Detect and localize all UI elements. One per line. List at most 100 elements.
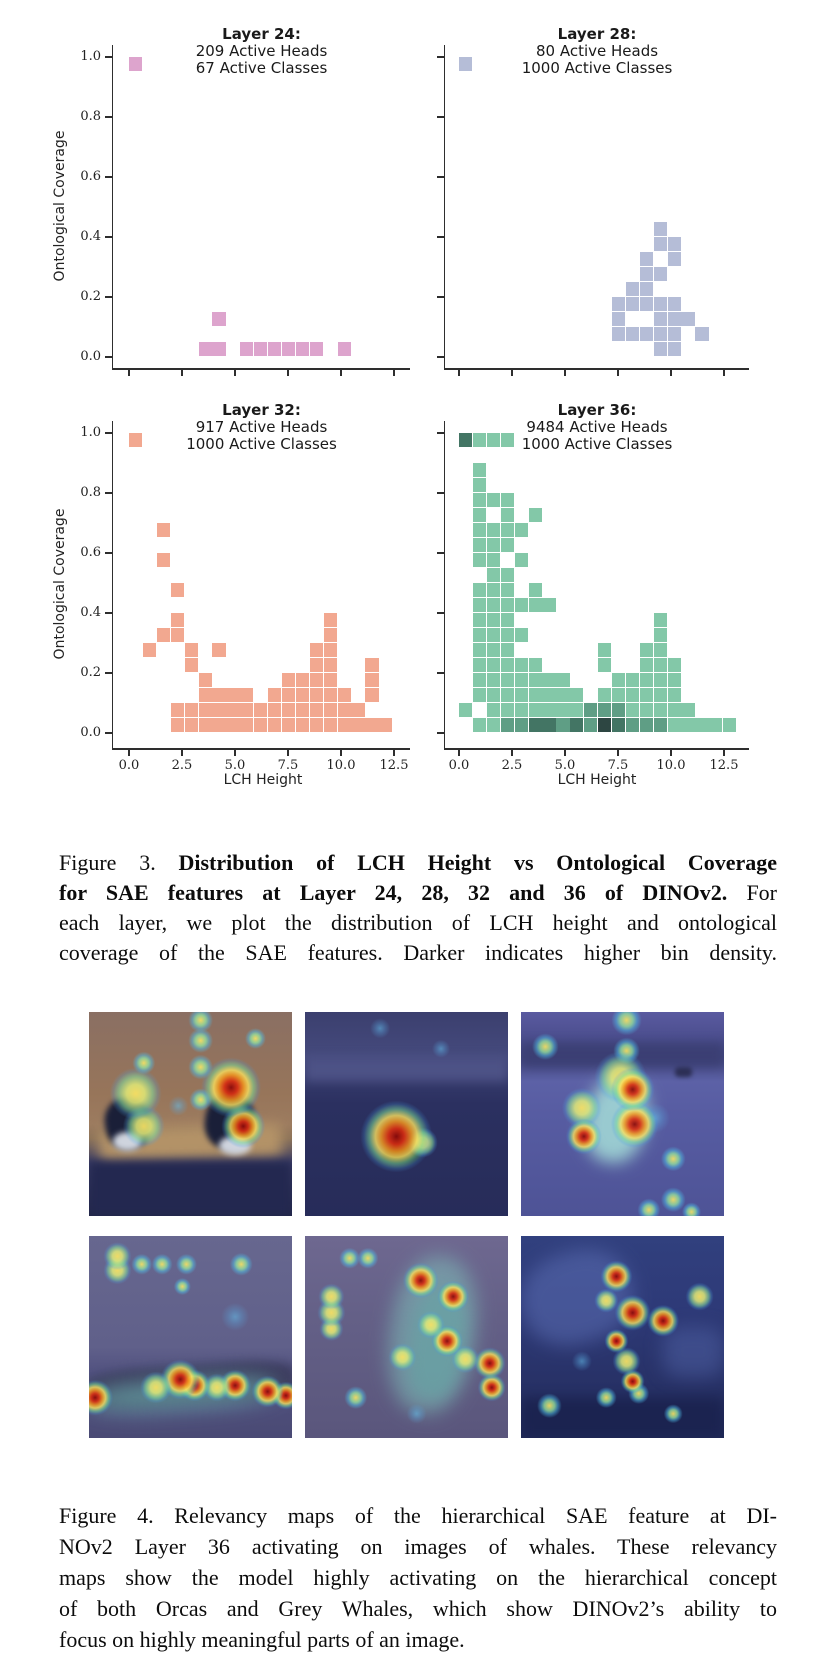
histogram-bin: [170, 703, 184, 718]
relevancy-map-orca-swimming-sea: [305, 1012, 508, 1216]
histogram-bin: [254, 718, 268, 733]
histogram-bin: [281, 688, 296, 703]
x-tick-label: 5.0: [554, 758, 576, 773]
x-tick-mark: [287, 749, 289, 756]
histogram-bin: [625, 327, 640, 342]
figure3-histogram-panel: Layer 24: 209 Active Heads 67 Active Cla…: [0, 0, 823, 800]
histogram-bin: [528, 718, 542, 733]
histogram-bin: [240, 688, 254, 703]
histogram-bin: [709, 718, 723, 733]
chart-title-layer-24: Layer 24: 209 Active Heads 67 Active Cla…: [113, 26, 410, 77]
histogram-bin: [611, 327, 626, 342]
histogram-bin: [323, 628, 337, 643]
scene-patch: [382, 1146, 419, 1163]
histogram-bin: [500, 493, 514, 508]
histogram-bin: [472, 433, 487, 448]
histogram-bin: [528, 673, 542, 688]
histogram-bin: [323, 718, 337, 733]
histogram-bin: [528, 658, 542, 673]
histogram-bin: [472, 688, 487, 703]
scene-patch: [521, 1397, 724, 1438]
y-tick-mark: [105, 176, 112, 178]
histogram-bin: [472, 508, 487, 523]
histogram-bin: [170, 613, 184, 628]
histogram-bin: [611, 688, 626, 703]
y-axis-label-top: Ontological Coverage: [52, 130, 68, 282]
figure4-caption: Figure 4. Relevancy maps of the hierarch…: [59, 1500, 777, 1655]
histogram-bin: [570, 718, 584, 733]
x-tick-label: 7.5: [277, 758, 299, 773]
y-tick-mark: [437, 432, 444, 434]
histogram-bin: [653, 628, 667, 643]
histogram-bin: [653, 312, 667, 327]
histogram-bin: [212, 643, 226, 658]
y-tick-mark: [437, 612, 444, 614]
histogram-bin: [486, 658, 501, 673]
histogram-bin: [365, 688, 379, 703]
histogram-bin: [486, 568, 501, 583]
histogram-bin: [514, 598, 528, 613]
y-tick-label: 0.0: [80, 349, 101, 364]
chart-title-line3: 67 Active Classes: [195, 59, 328, 77]
histogram-bin: [653, 703, 667, 718]
x-axis-spine: [443, 748, 749, 750]
histogram-bin: [639, 643, 653, 658]
histogram-bin: [472, 598, 487, 613]
histogram-bin: [500, 718, 514, 733]
histogram-bin: [667, 703, 681, 718]
histogram-bin: [323, 673, 337, 688]
histogram-bin: [611, 312, 626, 327]
chart-title-layer-28: Layer 28: 80 Active Heads 1000 Active Cl…: [445, 26, 749, 77]
y-tick-mark: [105, 732, 112, 734]
histogram-bin: [486, 553, 501, 568]
histogram-bin: [184, 703, 198, 718]
histogram-bin: [281, 342, 296, 357]
histogram-bin: [309, 688, 323, 703]
histogram-bin: [198, 688, 212, 703]
caption-line: focus on highly meaningful parts of an i…: [59, 1627, 465, 1652]
x-tick-mark: [234, 369, 236, 376]
histogram-bin: [226, 703, 240, 718]
histogram-bin: [542, 688, 556, 703]
y-tick-mark: [437, 732, 444, 734]
histogram-bin: [337, 688, 351, 703]
histogram-bin: [472, 613, 487, 628]
histogram-bin: [598, 718, 612, 733]
histogram-bin: [542, 598, 556, 613]
x-tick-mark: [723, 369, 725, 376]
histogram-bin: [653, 658, 667, 673]
figure4-relevancy-grid: [0, 1000, 823, 1450]
histogram-bin: [295, 342, 310, 357]
histogram-bin: [365, 673, 379, 688]
histogram-bin: [212, 342, 226, 357]
x-tick-mark: [564, 369, 566, 376]
histogram-bin: [486, 703, 501, 718]
histogram-bin: [653, 222, 667, 237]
histogram-bin: [472, 553, 487, 568]
histogram-bin: [528, 583, 542, 598]
histogram-bin: [625, 718, 640, 733]
x-tick-mark: [128, 749, 130, 756]
histogram-bin: [295, 688, 310, 703]
histogram-bin: [667, 673, 681, 688]
histogram-bin: [500, 658, 514, 673]
histogram-bin: [500, 703, 514, 718]
histogram-bin: [254, 342, 268, 357]
heatmap-overlay: [89, 1236, 292, 1438]
histogram-bin: [486, 538, 501, 553]
heatmap-overlay: [521, 1012, 724, 1216]
histogram-bin: [129, 433, 143, 448]
x-axis-label-right: LCH Height: [557, 772, 637, 788]
histogram-bin: [486, 493, 501, 508]
x-tick-mark: [617, 369, 619, 376]
histogram-bin: [170, 628, 184, 643]
histogram-bin: [472, 718, 487, 733]
histogram-bin: [226, 718, 240, 733]
histogram-bin: [170, 718, 184, 733]
relevancy-map-grey-whale-surfacing: [89, 1236, 292, 1438]
x-tick-mark: [458, 369, 460, 376]
histogram-bin: [309, 673, 323, 688]
histogram-bin: [142, 643, 157, 658]
x-tick-label: 12.5: [709, 758, 739, 773]
histogram-bin: [625, 297, 640, 312]
